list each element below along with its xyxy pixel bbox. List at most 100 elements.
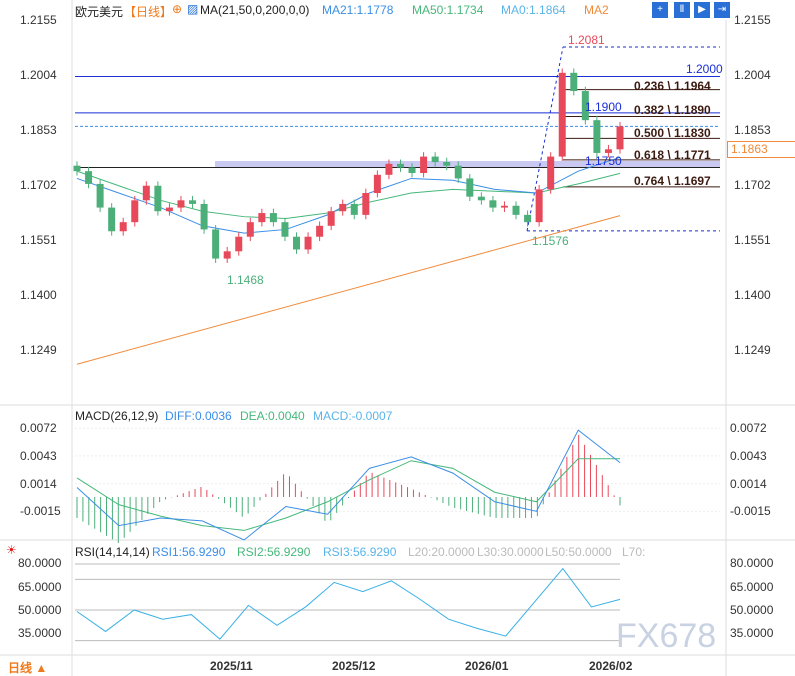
settings-icon[interactable]: ⊕: [172, 2, 183, 16]
candle-body: [108, 207, 116, 232]
rsi2-value: RSI2:56.9290: [237, 545, 311, 559]
macd-label: MACD(26,12,9): [75, 409, 159, 423]
macd-axis-right: 0.0043: [730, 448, 767, 463]
candle-body: [269, 213, 277, 223]
support-band: [215, 161, 720, 167]
macd-diff: DIFF:0.0036: [165, 409, 232, 423]
price-axis-right: 1.1551: [734, 233, 771, 247]
candle-body: [258, 213, 266, 223]
price-axis-right: 1.2004: [734, 68, 771, 82]
x-tick: 2026/02: [589, 659, 633, 673]
candle-body: [350, 203, 358, 215]
macd-axis-right: -0.0015: [730, 504, 771, 519]
candle-body: [396, 163, 404, 168]
ma50-value: MA50:1.1734: [412, 3, 484, 17]
symbol-name: 欧元美元: [75, 5, 124, 19]
candle-body: [177, 200, 185, 208]
candle-body: [339, 203, 347, 212]
macd-dea-line: [76, 458, 620, 531]
candle-body: [362, 193, 370, 215]
price-axis-right: 1.2155: [734, 13, 771, 27]
candle-body: [293, 236, 301, 250]
candle-body: [581, 91, 589, 121]
candle-body: [535, 189, 543, 223]
rsi-l70: L70:: [622, 545, 646, 559]
period-label[interactable]: 【日线】: [124, 5, 173, 19]
fib-label: 0.500 \ 1.1830: [634, 126, 711, 140]
candle-body: [165, 207, 173, 212]
price-axis-right: 1.1249: [734, 343, 771, 357]
rsi-axis-left: 80.0000: [18, 556, 62, 570]
candle-body: [570, 72, 578, 92]
level-2-label: 1.1900: [585, 100, 622, 114]
candle-body: [431, 156, 439, 163]
candle-body: [96, 183, 104, 208]
candle-body: [454, 165, 462, 179]
ma200-line: [76, 215, 621, 365]
candle-body: [316, 225, 324, 237]
candle-body: [385, 163, 393, 175]
rsi-axis-right: 65.0000: [730, 580, 774, 594]
rsi-line: [76, 567, 621, 640]
candle-body: [189, 200, 197, 204]
ma21-value: MA21:1.1778: [322, 3, 394, 17]
price-axis-left: 1.1702: [20, 178, 57, 192]
price-axis-left: 1.2155: [20, 13, 57, 27]
candle-body: [512, 205, 520, 215]
range-icon[interactable]: Ⅱ: [674, 2, 690, 18]
exit-icon[interactable]: ⇥: [714, 2, 730, 18]
rsi3-value: RSI3:56.9290: [323, 545, 397, 559]
candle-body: [443, 162, 451, 166]
price-axis-left: 1.2004: [20, 68, 57, 82]
candle-body: [235, 236, 243, 252]
alert-icon[interactable]: ☀: [6, 543, 17, 557]
x-tick: 2025/11: [210, 659, 253, 673]
rsi-axis-left: 50.0000: [18, 603, 62, 617]
candle-body: [616, 126, 624, 150]
rsi-l20: L20:20.0000: [408, 545, 475, 559]
candle-body: [593, 120, 601, 153]
level-3-label: 1.1750: [585, 154, 622, 168]
candle-body: [558, 72, 566, 157]
play-icon[interactable]: ▶: [694, 2, 710, 18]
ma-label: MA(21,50,0,200,0,0): [200, 3, 310, 17]
candle-body: [131, 200, 139, 223]
candle-body: [466, 178, 474, 197]
rsi1-value: RSI1:56.9290: [152, 545, 226, 559]
candle-body: [524, 214, 532, 223]
candle-body: [200, 203, 208, 230]
macd-axis-left: -0.0015: [20, 504, 61, 519]
candle-body: [477, 196, 485, 201]
level-1-label: 1.2000: [686, 62, 723, 76]
rsi-axis-right: 35.0000: [730, 626, 774, 640]
macd-axis-left: 0.0072: [20, 421, 57, 436]
candle-body: [500, 205, 508, 208]
candle-body: [304, 236, 312, 250]
rsi-l50: L50:50.0000: [545, 545, 612, 559]
period-button[interactable]: 日线 ▲: [8, 661, 48, 675]
macd-axis-right: 0.0072: [730, 421, 767, 436]
candle-body: [142, 185, 150, 201]
candle-body: [246, 222, 254, 237]
macd-axis-left: 0.0043: [20, 448, 57, 463]
candle-body: [604, 149, 612, 153]
price-axis-right: 1.1702: [734, 178, 771, 192]
macd-axis-right: 0.0014: [730, 476, 767, 491]
price-axis-right: 1.1853: [734, 123, 771, 137]
current-price-tag: 1.1863: [727, 141, 795, 158]
crosshair-icon[interactable]: +: [652, 2, 668, 18]
candle-body: [327, 211, 335, 226]
price-axis-left: 1.1400: [20, 288, 57, 302]
price-axis-left: 1.1853: [20, 123, 57, 137]
macd-axis-left: 0.0014: [20, 476, 57, 491]
macd-dea: DEA:0.0040: [240, 409, 305, 423]
ma0-value: MA0:1.1864: [501, 3, 566, 17]
x-tick: 2026/01: [465, 659, 509, 673]
candle-body: [420, 156, 428, 173]
candle-body: [154, 185, 162, 212]
indicator-icon[interactable]: ▨: [187, 2, 199, 16]
high-label: 1.2081: [568, 33, 605, 47]
candle-body: [281, 222, 289, 237]
fib-trend-line: [526, 46, 564, 231]
